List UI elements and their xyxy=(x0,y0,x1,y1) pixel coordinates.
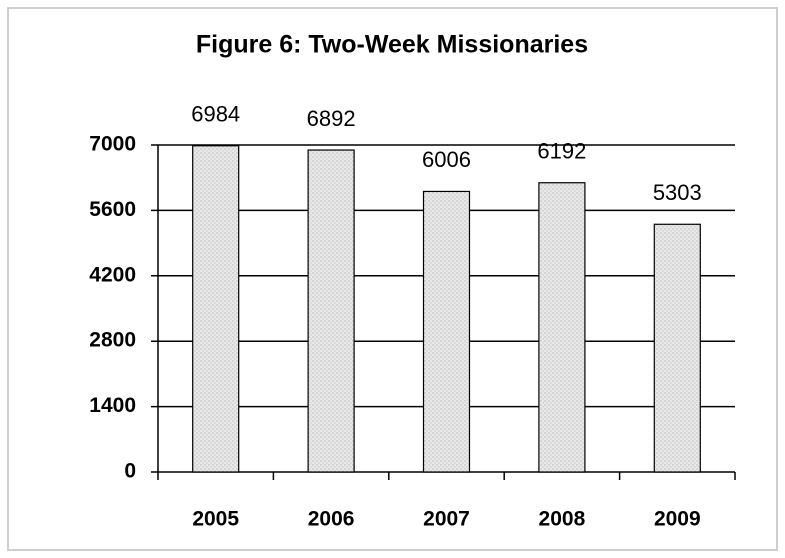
y-tick-label: 1400 xyxy=(89,394,136,417)
x-tick-label: 2005 xyxy=(192,508,239,531)
bar xyxy=(422,190,471,473)
y-tick-label: 5600 xyxy=(89,198,136,221)
frame xyxy=(7,7,778,551)
x-tick-label: 2007 xyxy=(423,508,470,531)
y-tick-label: 0 xyxy=(124,460,136,483)
y-tick-label: 2800 xyxy=(89,329,136,352)
bar xyxy=(192,145,240,473)
value-label: 6006 xyxy=(422,147,471,172)
value-label: 6984 xyxy=(191,102,240,127)
value-label: 6892 xyxy=(307,106,356,131)
chart-title: Figure 6: Two-Week Missionaries xyxy=(196,31,588,59)
value-label: 5303 xyxy=(653,180,702,205)
y-tick-label: 7000 xyxy=(89,133,136,156)
x-tick-label: 2006 xyxy=(308,508,355,531)
value-label: 6192 xyxy=(537,139,586,164)
x-tick-label: 2009 xyxy=(654,508,701,531)
y-tick-label: 4200 xyxy=(89,263,136,286)
x-tick-label: 2008 xyxy=(539,508,586,531)
bar xyxy=(653,223,701,473)
bar xyxy=(307,149,355,473)
bar xyxy=(538,182,586,473)
